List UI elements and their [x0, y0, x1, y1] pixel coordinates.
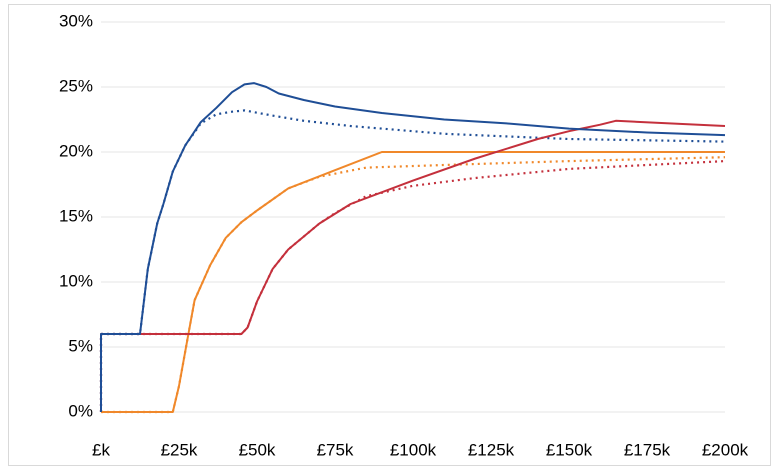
series-line [100, 119, 726, 412]
y-tick-label: 30% [59, 11, 93, 30]
chart-frame [8, 4, 771, 466]
series-line [100, 82, 726, 412]
y-tick-label: 15% [59, 206, 93, 225]
y-tick-label: 0% [68, 401, 93, 420]
series-line [101, 151, 725, 413]
x-tick-label: £100k [390, 440, 437, 459]
x-tick-label: £125k [468, 440, 515, 459]
x-tick-label: £k [92, 440, 110, 459]
x-tick-label: £25k [161, 440, 198, 459]
y-tick-label: 10% [59, 271, 93, 290]
series-line [99, 109, 726, 412]
y-tick-label: 5% [68, 336, 93, 355]
x-tick-label: £75k [317, 440, 354, 459]
x-tick-label: £50k [239, 440, 276, 459]
y-tick-label: 20% [59, 141, 93, 160]
x-tick-label: £200k [702, 440, 749, 459]
y-tick-label: 25% [59, 76, 93, 95]
x-tick-label: £175k [624, 440, 671, 459]
x-tick-label: £150k [546, 440, 593, 459]
